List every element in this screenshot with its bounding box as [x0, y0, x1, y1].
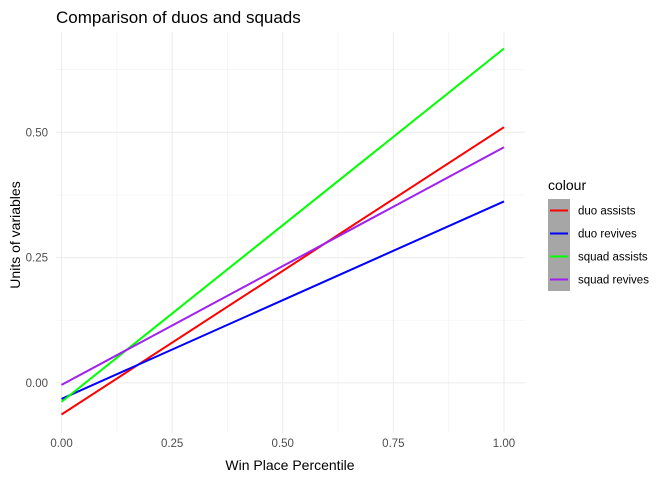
plot-series	[60, 47, 505, 416]
y-tick-label: 0.25	[26, 253, 48, 265]
x-tick-label: 0.25	[161, 438, 183, 450]
legend-entry-label: squad assists	[578, 252, 648, 264]
y-tick-label: 0.50	[26, 127, 48, 139]
y-axis-title: Units of variables	[7, 181, 23, 288]
legend: colour duo assists duo revives squad assis…	[548, 177, 649, 291]
x-tick-label: 0.50	[272, 438, 294, 450]
legend-entry-label: duo revives	[578, 229, 637, 241]
series-line-squad-revives	[61, 146, 505, 386]
x-tick-label: 1.00	[493, 438, 515, 450]
legend-entry-label: squad revives	[578, 275, 649, 287]
y-tick-label: 0.00	[26, 378, 48, 390]
y-axis-ticks: 0.00 0.25 0.50	[26, 127, 48, 390]
grid	[56, 32, 525, 433]
x-tick-label: 0.00	[50, 438, 72, 450]
x-axis-title: Win Place Percentile	[225, 457, 354, 473]
series-line-duo-revives	[61, 200, 505, 400]
x-axis-ticks: 0.00 0.25 0.50 0.75 1.00	[50, 438, 515, 450]
legend-title: colour	[548, 177, 586, 193]
chart-title: Comparison of duos and squads	[56, 8, 301, 27]
legend-entry-label: duo assists	[578, 206, 636, 218]
x-tick-label: 0.75	[382, 438, 404, 450]
series-line-squad-assists	[60, 47, 505, 403]
